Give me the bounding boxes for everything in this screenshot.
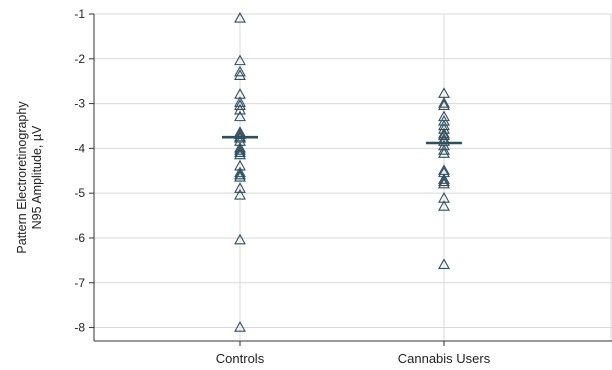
y-tick-label: -4	[74, 141, 85, 155]
grid	[94, 14, 612, 341]
y-axis-label-line: Pattern Electroretinography	[15, 101, 29, 254]
y-tick-label: -6	[74, 231, 85, 245]
y-tick-label: -2	[74, 52, 85, 66]
median-lines	[222, 137, 462, 143]
y-tick-label: -5	[74, 186, 85, 200]
data-points	[235, 13, 449, 331]
x-tick-label: Controls	[216, 351, 265, 366]
y-axis-label-line: N95 Amplitude, µV	[30, 125, 44, 229]
y-tick-label: -1	[74, 7, 85, 21]
y-tick-label: -8	[74, 321, 85, 335]
x-tick-label: Cannabis Users	[398, 351, 491, 366]
y-ticks: -1 -2 -3 -4 -5 -6 -7 -8	[74, 7, 94, 335]
y-tick-label: -7	[74, 276, 85, 290]
axes	[94, 14, 612, 341]
y-axis-label: Pattern ElectroretinographyN95 Amplitude…	[15, 101, 44, 254]
y-tick-label: -3	[74, 97, 85, 111]
x-ticks: Controls Cannabis Users	[216, 341, 491, 366]
